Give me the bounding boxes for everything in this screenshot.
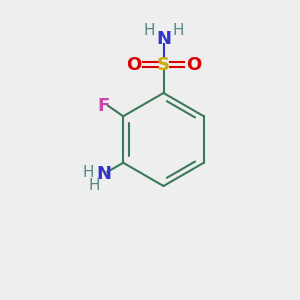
Text: N: N xyxy=(96,165,111,183)
Text: O: O xyxy=(186,56,201,74)
Text: H: H xyxy=(143,23,155,38)
Text: F: F xyxy=(98,97,110,115)
Text: N: N xyxy=(156,30,171,48)
Text: S: S xyxy=(157,56,170,74)
Text: H: H xyxy=(172,23,184,38)
Text: H: H xyxy=(88,178,100,193)
Text: H: H xyxy=(82,165,94,180)
Text: O: O xyxy=(126,56,141,74)
